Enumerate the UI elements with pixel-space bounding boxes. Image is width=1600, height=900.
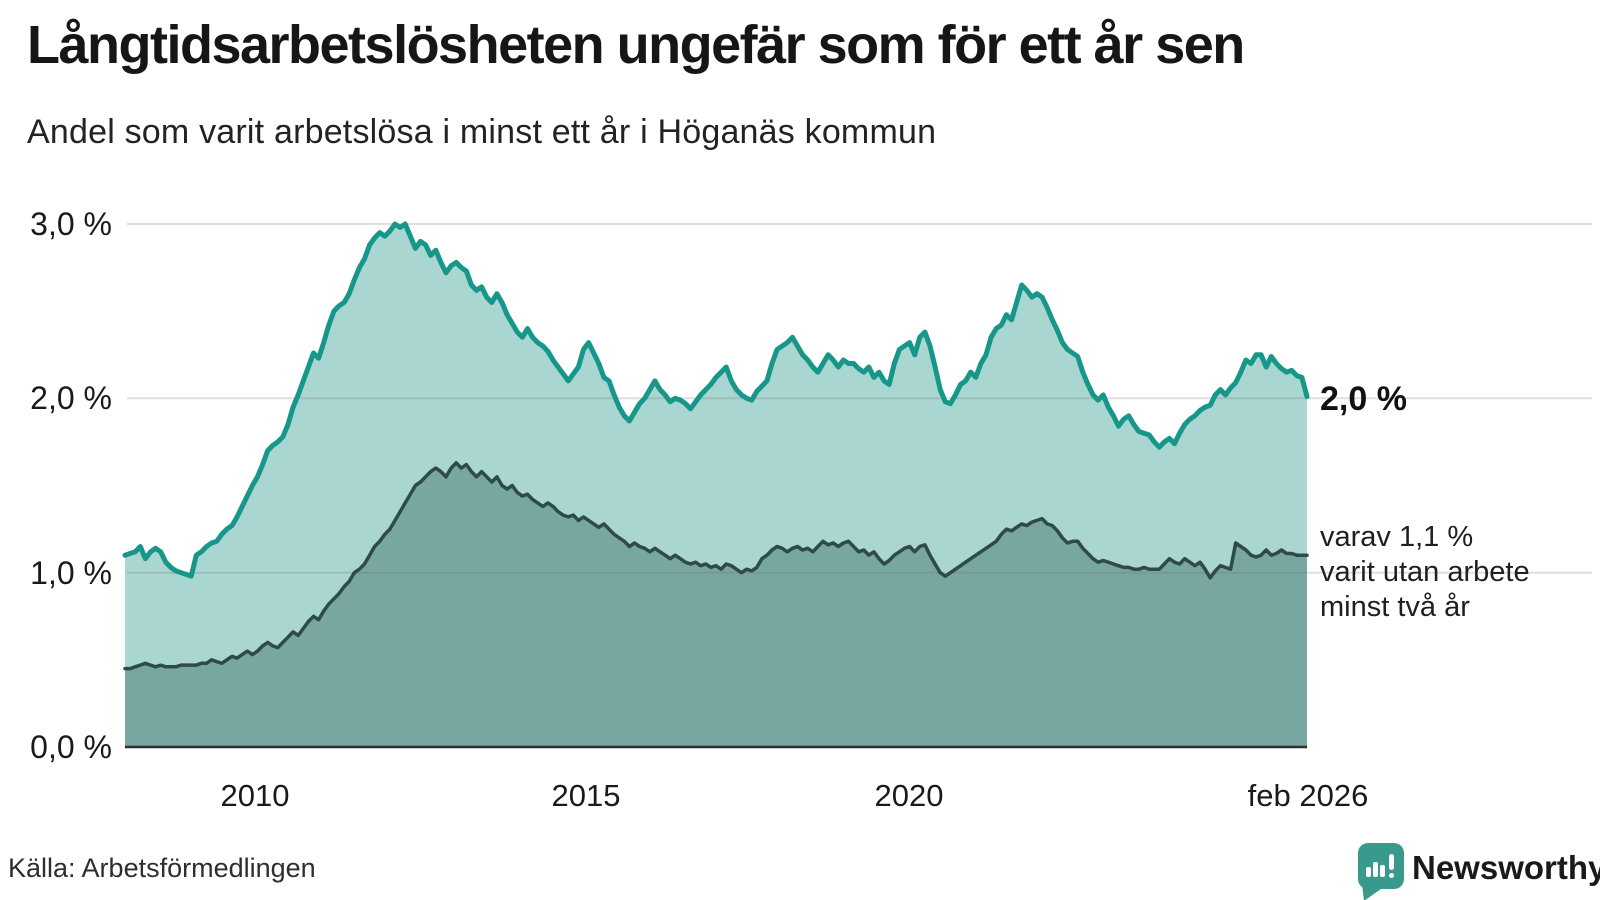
- end-label-subset-line: varit utan arbete: [1320, 556, 1530, 588]
- x-tick-label: feb 2026: [1248, 778, 1369, 813]
- y-tick-label: 2,0 %: [30, 380, 112, 416]
- newsworthy-logo-text: Newsworthy: [1412, 849, 1600, 886]
- page-title: Långtidsarbetslösheten ungefär som för e…: [27, 15, 1245, 75]
- source-label: Källa: Arbetsförmedlingen: [8, 853, 316, 883]
- end-label-total-value: 2,0 %: [1320, 380, 1407, 418]
- y-axis-labels: 3,0 % 2,0 % 1,0 % 0,0 %: [30, 206, 112, 765]
- end-label-subset-line: varav 1,1 %: [1320, 521, 1473, 553]
- x-tick-label: 2010: [221, 778, 290, 813]
- gridlines: [127, 223, 1592, 574]
- end-label-subset: varav 1,1 % varit utan arbete minst två …: [1320, 521, 1530, 623]
- page-subtitle: Andel som varit arbetslösa i minst ett å…: [27, 113, 937, 151]
- x-axis-labels: 2010 2015 2020 feb 2026: [221, 778, 1369, 813]
- y-tick-label: 0,0 %: [30, 729, 112, 765]
- line-unemployed-2yr: [123, 461, 1309, 671]
- x-tick-label: 2020: [875, 778, 944, 813]
- area-unemployed-2yr: [125, 462, 1307, 747]
- end-label-subset-line: minst två år: [1320, 591, 1470, 623]
- x-tick-label: 2015: [552, 778, 621, 813]
- line-unemployed-1yr: [122, 221, 1310, 579]
- newsworthy-logo-icon: [1358, 843, 1404, 900]
- newsworthy-logo: Newsworthy: [1358, 843, 1600, 900]
- y-tick-label: 3,0 %: [30, 206, 112, 242]
- y-tick-label: 1,0 %: [30, 555, 112, 591]
